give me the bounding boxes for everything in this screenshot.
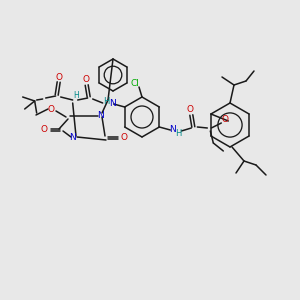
Text: H: H	[103, 98, 110, 106]
Text: O: O	[222, 115, 229, 124]
Text: O: O	[121, 134, 128, 142]
Text: H: H	[175, 128, 182, 137]
Text: O: O	[187, 106, 194, 115]
Text: O: O	[47, 104, 55, 113]
Text: N: N	[169, 124, 176, 134]
Text: H: H	[73, 92, 79, 100]
Text: N: N	[109, 100, 116, 109]
Text: O: O	[40, 125, 47, 134]
Text: O: O	[55, 73, 62, 82]
Text: N: N	[69, 133, 75, 142]
Text: Cl: Cl	[130, 79, 140, 88]
Text: O: O	[82, 76, 89, 85]
Text: N: N	[97, 110, 104, 119]
